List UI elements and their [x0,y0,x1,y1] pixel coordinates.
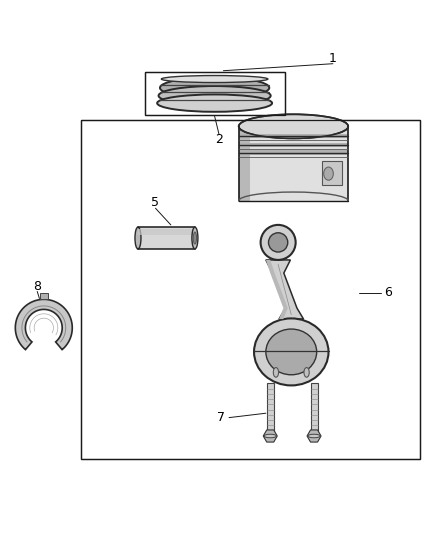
FancyBboxPatch shape [138,229,195,235]
Ellipse shape [159,86,271,106]
FancyBboxPatch shape [267,383,274,434]
FancyBboxPatch shape [239,126,348,201]
Ellipse shape [266,329,317,375]
Polygon shape [266,260,304,319]
Ellipse shape [268,233,288,252]
Text: 6: 6 [384,286,392,300]
FancyBboxPatch shape [239,134,348,138]
Text: 7: 7 [217,411,225,424]
Ellipse shape [261,225,296,260]
Ellipse shape [193,232,197,244]
Ellipse shape [254,318,328,385]
FancyBboxPatch shape [81,120,420,459]
Ellipse shape [157,94,272,112]
FancyBboxPatch shape [138,227,195,249]
Polygon shape [239,126,250,201]
Polygon shape [15,300,72,350]
Ellipse shape [239,114,348,139]
Text: 2: 2 [215,133,223,146]
Ellipse shape [135,227,141,249]
FancyBboxPatch shape [322,161,342,185]
Ellipse shape [273,368,279,377]
FancyBboxPatch shape [40,293,48,300]
FancyBboxPatch shape [145,71,285,115]
Ellipse shape [160,77,269,99]
Ellipse shape [161,76,268,83]
FancyBboxPatch shape [311,383,318,434]
Ellipse shape [192,227,198,249]
FancyBboxPatch shape [239,150,348,155]
FancyBboxPatch shape [239,142,348,147]
Text: 8: 8 [33,280,41,293]
Text: 1: 1 [329,52,337,65]
Ellipse shape [264,434,276,438]
Ellipse shape [324,167,333,180]
Ellipse shape [304,368,309,377]
Ellipse shape [308,434,320,438]
Polygon shape [266,260,288,319]
Text: 5: 5 [152,197,159,209]
